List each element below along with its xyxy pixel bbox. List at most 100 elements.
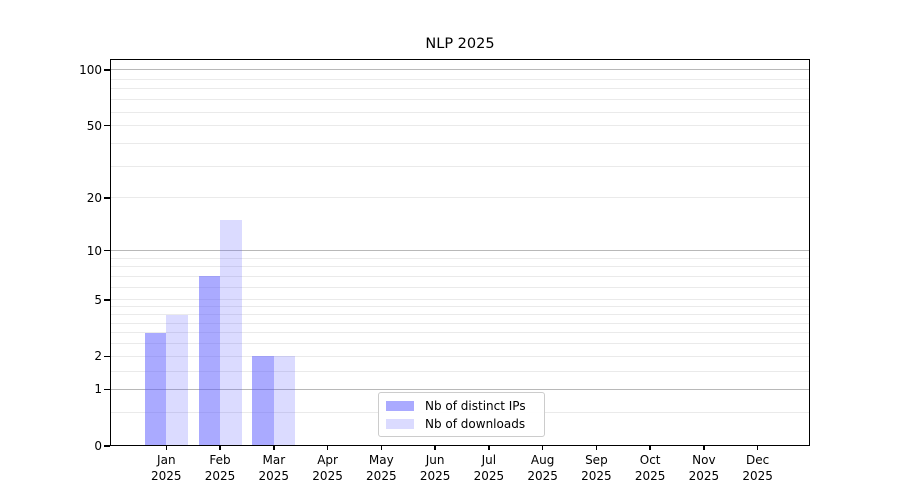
x-tick-year: 2025 — [581, 469, 612, 483]
x-tick-year: 2025 — [204, 469, 236, 483]
x-tick-label-jan: Jan 2025 — [134, 452, 198, 484]
x-tick-month: Mar — [262, 453, 286, 467]
minor-gridline — [110, 370, 810, 372]
legend-swatch-downloads — [386, 419, 414, 429]
x-tick-month: Feb — [209, 453, 231, 467]
bar-distinct-ips-mar — [252, 356, 274, 446]
x-tick-label-jul: Jul 2025 — [457, 452, 521, 484]
chart-title: NLP 2025 — [425, 36, 495, 52]
x-tick-mark — [488, 445, 490, 451]
x-tick-year: 2025 — [688, 469, 720, 483]
x-tick-label-mar: Mar 2025 — [242, 452, 306, 484]
x-tick-mark — [649, 445, 651, 451]
y-tick-label-5: 5 — [94, 292, 102, 307]
minor-gridline — [110, 314, 810, 316]
x-tick-year: 2025 — [527, 469, 558, 483]
x-tick-month: Sep — [585, 453, 608, 467]
x-tick-year: 2025 — [151, 469, 182, 483]
minor-gridline — [110, 275, 810, 277]
minor-gridline — [110, 286, 810, 288]
x-tick-month: Jan — [157, 453, 176, 467]
x-tick-month: Oct — [639, 453, 661, 467]
y-tick-mark — [104, 249, 110, 252]
x-tick-mark — [380, 445, 383, 451]
x-tick-label-nov: Nov 2025 — [672, 452, 736, 484]
y-tick-mark — [104, 69, 110, 71]
x-tick-mark — [756, 445, 759, 451]
legend-row-downloads: Nb of downloads — [386, 415, 536, 433]
y-tick-mark — [104, 197, 110, 199]
x-tick-month: Nov — [692, 453, 716, 467]
x-tick-year: 2025 — [312, 469, 343, 483]
minor-gridline — [110, 197, 810, 199]
bar-downloads-mar — [273, 356, 296, 446]
y-tick-mark — [104, 355, 110, 358]
bar-distinct-ips-jan — [144, 332, 167, 446]
bar-distinct-ips-feb — [198, 276, 221, 446]
x-tick-mark — [273, 445, 275, 451]
bar-downloads-jan — [166, 314, 188, 446]
y-tick-label-100: 100 — [79, 62, 102, 77]
x-tick-year: 2025 — [634, 469, 666, 483]
minor-gridline — [110, 125, 810, 127]
minor-gridline — [110, 88, 810, 90]
legend-label-downloads: Nb of downloads — [425, 417, 526, 431]
plot-frame — [110, 59, 810, 446]
y-tick-label-0: 0 — [94, 438, 102, 453]
legend-row-distinct-ips: Nb of distinct IPs — [386, 397, 536, 415]
x-tick-year: 2025 — [258, 469, 290, 483]
y-tick-label-2: 2 — [94, 349, 102, 364]
x-tick-month: Dec — [746, 453, 770, 467]
x-tick-label-oct: Oct 2025 — [618, 452, 682, 484]
x-tick-label-aug: Aug 2025 — [511, 452, 575, 484]
legend-swatch-distinct-ips — [386, 401, 414, 411]
x-tick-mark — [595, 445, 598, 451]
minor-gridline — [110, 165, 810, 167]
y-tick-label-10: 10 — [86, 243, 102, 258]
minor-gridline — [110, 99, 810, 101]
x-tick-label-may: May 2025 — [349, 452, 413, 484]
minor-gridline — [110, 299, 810, 301]
x-tick-mark — [219, 445, 221, 451]
x-tick-mark — [326, 445, 329, 451]
y-tick-label-50: 50 — [86, 118, 102, 133]
y-tick-label-20: 20 — [86, 190, 102, 205]
minor-gridline — [110, 322, 810, 324]
minor-gridline — [110, 257, 810, 259]
x-tick-mark — [434, 445, 436, 451]
minor-gridline — [110, 266, 810, 268]
x-tick-month: Apr — [317, 453, 338, 467]
y-tick-mark — [104, 124, 110, 127]
x-tick-month: May — [368, 453, 394, 467]
x-tick-label-feb: Feb 2025 — [188, 452, 252, 484]
x-tick-mark — [703, 445, 705, 451]
x-tick-mark — [165, 445, 168, 451]
minor-gridline — [110, 343, 810, 345]
x-tick-year: 2025 — [742, 469, 773, 483]
x-tick-label-dec: Dec 2025 — [726, 452, 790, 484]
minor-gridline — [110, 355, 810, 357]
x-tick-label-apr: Apr 2025 — [296, 452, 360, 484]
x-tick-label-sep: Sep 2025 — [564, 452, 628, 484]
bar-downloads-feb — [220, 220, 242, 446]
major-gridline — [110, 250, 810, 252]
x-tick-month: Jun — [425, 453, 445, 467]
y-tick-mark — [104, 388, 110, 391]
y-tick-mark — [104, 445, 110, 447]
major-gridline — [110, 69, 810, 71]
legend-label-distinct-ips: Nb of distinct IPs — [425, 399, 526, 413]
minor-gridline — [110, 306, 810, 308]
major-gridline — [110, 388, 810, 390]
x-tick-year: 2025 — [366, 469, 397, 483]
minor-gridline — [110, 78, 810, 80]
y-tick-label-1: 1 — [94, 382, 102, 397]
x-tick-mark — [541, 445, 544, 451]
x-tick-month: Jul — [481, 453, 497, 467]
minor-gridline — [110, 111, 810, 113]
x-tick-label-jun: Jun 2025 — [403, 452, 467, 484]
minor-gridline — [110, 332, 810, 334]
y-tick-mark — [104, 299, 110, 301]
x-tick-year: 2025 — [473, 469, 505, 483]
x-tick-month: Aug — [530, 453, 555, 467]
